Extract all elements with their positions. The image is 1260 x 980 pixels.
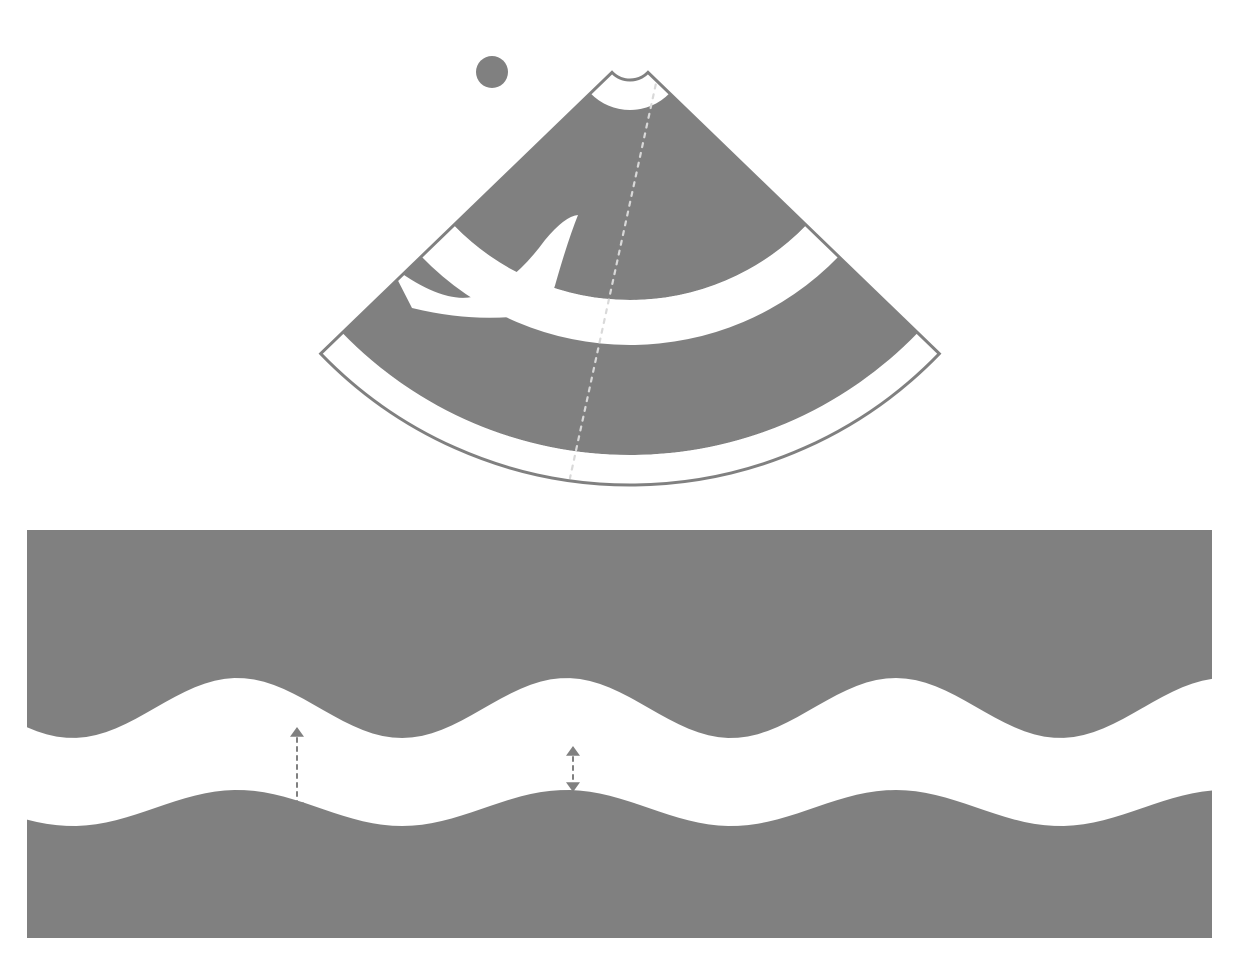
orientation-marker-icon — [476, 56, 508, 88]
ultrasound-diagram — [0, 0, 1260, 980]
sector-scan — [321, 65, 940, 485]
m-mode-strip — [27, 530, 1212, 938]
caliper-icon — [566, 746, 580, 792]
posterior-wall — [27, 790, 1212, 938]
anterior-wall — [27, 530, 1212, 738]
